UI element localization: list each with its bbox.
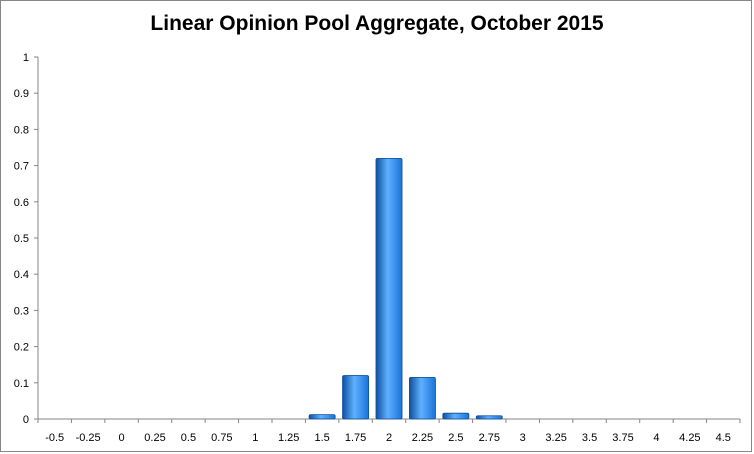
x-tick-label: 2 [386,432,392,444]
y-tick-labels: 0 0.1 0.2 0.3 0.4 0.5 0.6 0.7 0.8 0.9 1 [14,52,29,426]
bar-2.25 [408,376,436,420]
y-tick-label: 0.7 [14,161,29,173]
bar-2.5 [442,412,470,420]
x-tick-label: -0.25 [76,432,101,444]
y-tick-label: 0.1 [14,378,29,390]
x-tick-label: 1.25 [278,432,299,444]
x-tick-labels: -0.5 -0.25 0 0.25 0.5 0.75 1 1.25 1.5 1.75 2 2.25 2.… [45,432,731,444]
x-tick-label: 1 [252,432,258,444]
y-tick-label: 0.8 [14,124,29,136]
x-tick-label: 3.5 [582,432,597,444]
y-tick-label: 0.5 [14,233,29,245]
x-tick-label: 2.25 [412,432,433,444]
y-tick-label: 0 [23,414,29,426]
y-tick-label: 1 [23,52,29,64]
x-tick-label: 0.5 [181,432,196,444]
y-tick-label: 0.4 [14,269,29,281]
bar-2 [375,157,403,420]
chart-title: Linear Opinion Pool Aggregate, October 2… [150,12,604,35]
bars [308,157,503,420]
x-tick-label: 1.75 [345,432,366,444]
x-tick-label: 0.75 [211,432,232,444]
x-tick-label: 4.5 [716,432,731,444]
bar-2.75 [475,415,503,420]
x-tick-label: 0 [119,432,125,444]
bar-1.5 [308,414,336,420]
x-tick-label: 1.5 [314,432,329,444]
x-tick-label: 4.25 [679,432,700,444]
y-tick-label: 0.3 [14,305,29,317]
x-tick-label: 4 [653,432,659,444]
y-tick-label: 0.9 [14,88,29,100]
x-tick-label: 0.25 [144,432,165,444]
x-tick-label: 3 [520,432,526,444]
x-tick-label: -0.5 [45,432,64,444]
bar-1.75 [342,375,370,420]
y-tick-label: 0.2 [14,342,29,354]
y-tick-label: 0.6 [14,197,29,209]
x-tick-label: 2.5 [448,432,463,444]
x-tick-label: 3.25 [545,432,566,444]
axes [34,56,741,423]
x-tick-label: 2.75 [479,432,500,444]
x-tick-label: 3.75 [612,432,633,444]
